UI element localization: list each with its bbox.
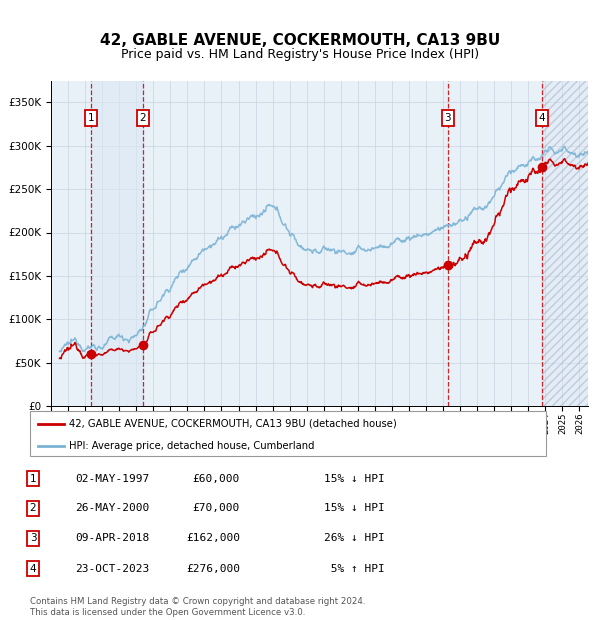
Text: Contains HM Land Registry data © Crown copyright and database right 2024.
This d: Contains HM Land Registry data © Crown c… <box>30 598 365 617</box>
Text: 3: 3 <box>29 533 37 543</box>
Text: 4: 4 <box>29 564 37 574</box>
Text: 2: 2 <box>29 503 37 513</box>
Text: 5% ↑ HPI: 5% ↑ HPI <box>324 564 385 574</box>
Bar <box>91 81 143 406</box>
Bar <box>542 81 588 406</box>
Bar <box>542 81 588 406</box>
Text: £162,000: £162,000 <box>186 533 240 543</box>
Text: 1: 1 <box>88 113 94 123</box>
Text: HPI: Average price, detached house, Cumberland: HPI: Average price, detached house, Cumb… <box>68 441 314 451</box>
Text: 02-MAY-1997: 02-MAY-1997 <box>75 474 149 484</box>
Text: 15% ↓ HPI: 15% ↓ HPI <box>324 503 385 513</box>
Text: 42, GABLE AVENUE, COCKERMOUTH, CA13 9BU (detached house): 42, GABLE AVENUE, COCKERMOUTH, CA13 9BU … <box>68 418 397 428</box>
Text: 4: 4 <box>539 113 545 123</box>
Text: 23-OCT-2023: 23-OCT-2023 <box>75 564 149 574</box>
Text: Price paid vs. HM Land Registry's House Price Index (HPI): Price paid vs. HM Land Registry's House … <box>121 48 479 61</box>
Text: 15% ↓ HPI: 15% ↓ HPI <box>324 474 385 484</box>
Text: 2: 2 <box>140 113 146 123</box>
Text: 09-APR-2018: 09-APR-2018 <box>75 533 149 543</box>
Text: £70,000: £70,000 <box>193 503 240 513</box>
Text: 26% ↓ HPI: 26% ↓ HPI <box>324 533 385 543</box>
Text: £60,000: £60,000 <box>193 474 240 484</box>
Text: 3: 3 <box>445 113 451 123</box>
Text: £276,000: £276,000 <box>186 564 240 574</box>
Text: 26-MAY-2000: 26-MAY-2000 <box>75 503 149 513</box>
Text: 1: 1 <box>29 474 37 484</box>
Text: 42, GABLE AVENUE, COCKERMOUTH, CA13 9BU: 42, GABLE AVENUE, COCKERMOUTH, CA13 9BU <box>100 33 500 48</box>
